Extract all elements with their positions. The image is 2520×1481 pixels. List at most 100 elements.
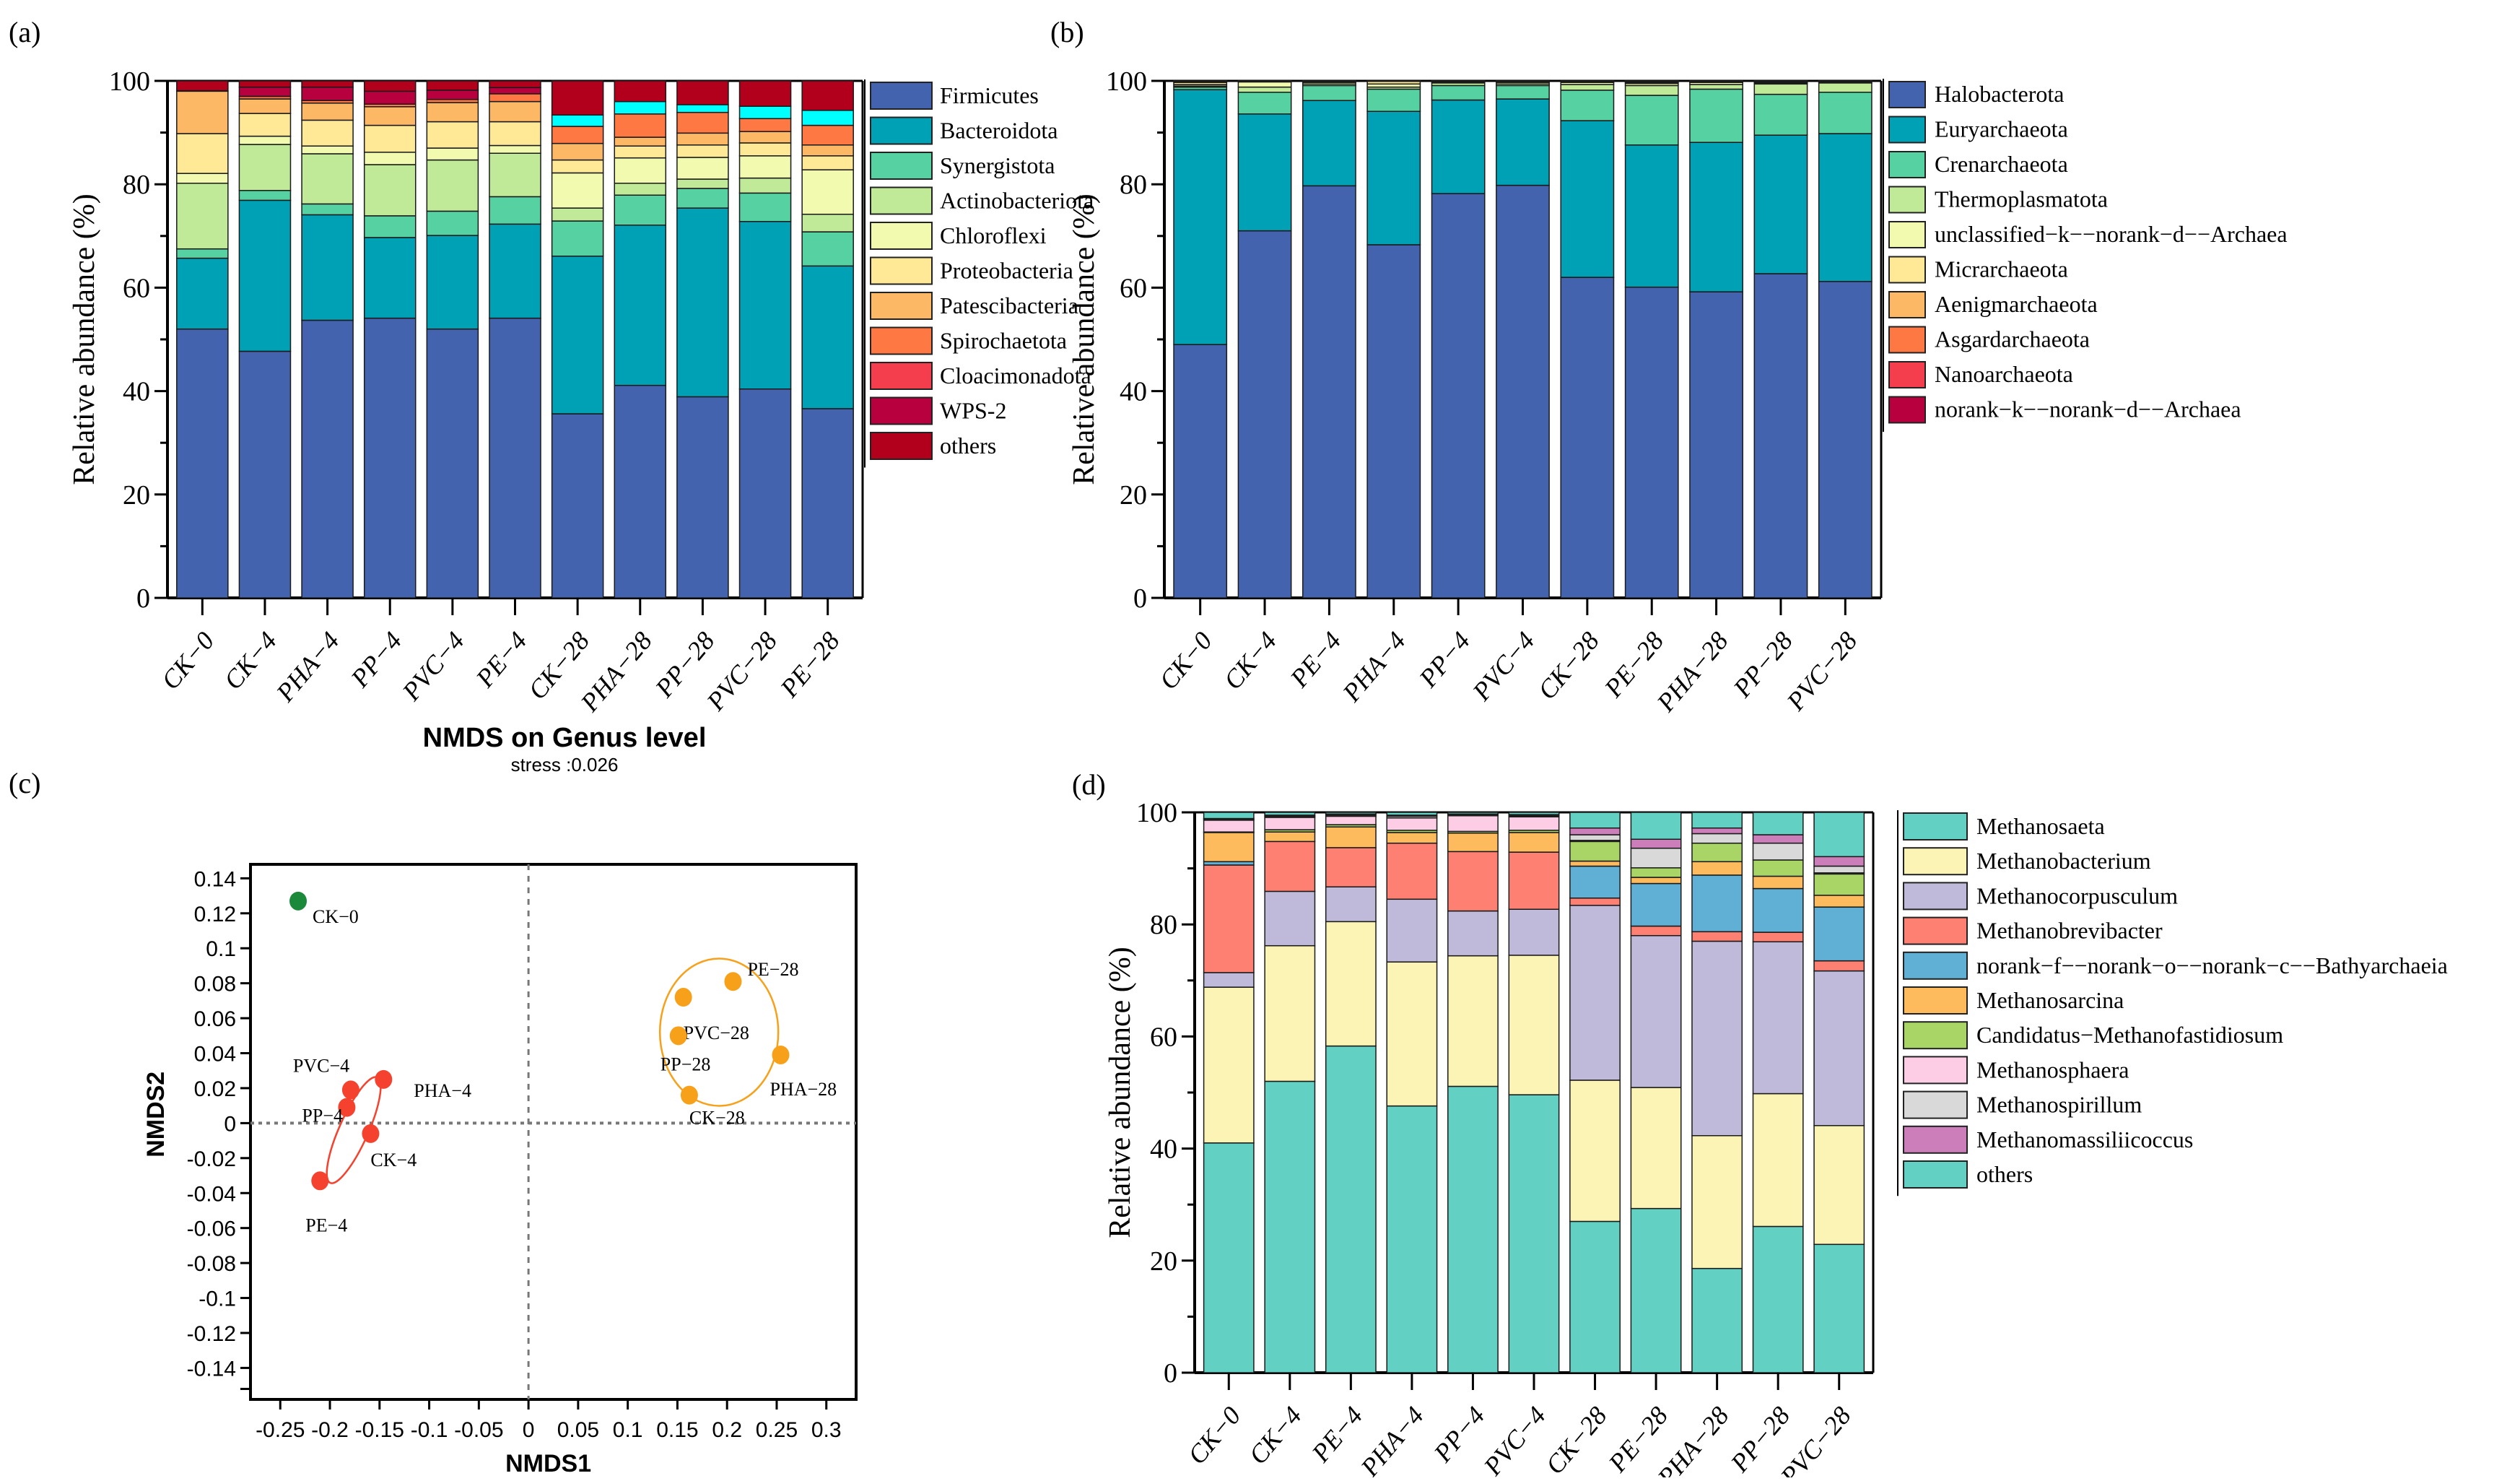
legend-label: Methanomassiliicoccus [1976, 1126, 2193, 1152]
legend-item-euryarchaeota: Euryarchaeota [1889, 116, 2068, 143]
bar-segment-halobacterota [1819, 282, 1872, 598]
x-tick-label: CK−28 [1540, 1401, 1612, 1477]
bar-segment-methanobrevibacter [1509, 852, 1558, 909]
bar-segment-bacteroidota [677, 208, 728, 396]
bar-segment-methanosaeta [1204, 1143, 1254, 1373]
legend-label: Proteobacteria [940, 258, 1073, 284]
bar-segment-methanomassiliicoccus [1631, 839, 1680, 848]
bar-segment-unlabeled-cyan [552, 115, 603, 126]
bar-segment-actinobacteriota [552, 208, 603, 221]
bar-segment-unclassified-k-norank-d-archaea [1238, 82, 1291, 87]
y-axis-title: Relative abundance (%) [1104, 947, 1137, 1238]
bar-segment-wps-2 [302, 87, 353, 101]
legend-swatch [871, 398, 932, 425]
x-tick-label: CK−0 [156, 626, 220, 695]
legend-swatch [1904, 1022, 1967, 1048]
point-ck-0: CK−0 [289, 892, 359, 927]
bar-pvc-4 [1509, 812, 1558, 1373]
legend-label: Methanosaeta [1976, 813, 2105, 839]
bar-segment-methanomassiliicoccus [1570, 828, 1620, 835]
y-tick-label: 60 [123, 273, 150, 303]
legend-label: Firmicutes [940, 82, 1039, 108]
legend-label: Methanosphaera [1976, 1056, 2129, 1082]
bar-segment-methanobacterium [1631, 1087, 1680, 1209]
y-tick-label: -0.06 [187, 1217, 236, 1241]
bar-segment-thermoplasmatota [1754, 84, 1807, 94]
bar-segment-others [489, 81, 541, 87]
bar-segment-methanobrevibacter [1753, 932, 1803, 942]
legend-swatch [871, 152, 932, 179]
bar-ck-0 [1174, 81, 1226, 598]
bar-segment-euryarchaeota [1367, 111, 1420, 245]
legend-item-synergistota: Synergistota [871, 152, 1055, 179]
bar-segment-proteobacteria [614, 146, 666, 157]
bar-segment-methanobacterium [1448, 956, 1498, 1087]
y-tick-label: 20 [123, 480, 150, 511]
legend-item-asgardarchaeota: Asgardarchaeota [1889, 326, 2090, 353]
bar-segment-proteobacteria [802, 156, 853, 170]
bar-segment-methanosaeta [1753, 1226, 1803, 1373]
bar-segment-synergistota [427, 211, 478, 235]
bar-segment-methanobacterium [1814, 1126, 1864, 1245]
bar-pp-28 [677, 81, 728, 598]
legend-swatch [871, 362, 932, 389]
bar-segment-others [427, 81, 478, 90]
bar-segment-spirochaetota [489, 94, 541, 102]
bar-segment-methanomassiliicoccus [1814, 856, 1864, 866]
bar-segment-bacteroidota [427, 235, 478, 329]
bar-segment-firmicutes [740, 389, 791, 598]
legend-swatch [1889, 327, 1925, 353]
bar-segment-euryarchaeota [1496, 99, 1549, 186]
legend-item-methanosarcina: Methanosarcina [1904, 987, 2124, 1014]
bar-ck-4 [1265, 812, 1315, 1373]
bar-segment-synergistota [239, 191, 290, 201]
legend-swatch [1904, 1056, 1967, 1083]
y-tick-label: -0.14 [187, 1357, 236, 1381]
bar-segment-thermoplasmatota [1626, 85, 1678, 95]
point-label: CK−4 [370, 1150, 417, 1171]
bar-segment-methanocorpusculum [1204, 973, 1254, 987]
legend-item-methanosaeta: Methanosaeta [1904, 813, 2105, 840]
y-tick-label: 40 [123, 377, 150, 407]
bar-segment-bacteroidota [239, 200, 290, 351]
legend-swatch [1904, 987, 1967, 1014]
bar-ck-28 [552, 81, 603, 598]
bar-segment-methanosarcina [1265, 832, 1315, 841]
point-pha-28: PHA−28 [769, 1046, 837, 1100]
bar-segment-spirochaetota [802, 126, 853, 145]
legend-label: Euryarchaeota [1935, 116, 2068, 142]
bar-segment-others [1387, 812, 1436, 815]
y-tick-label: 0 [1164, 1358, 1177, 1389]
y-tick-label: 0.04 [194, 1043, 236, 1067]
plot-frame [250, 864, 856, 1399]
point-label: PVC−28 [684, 1022, 749, 1043]
bar-pvc-28 [1814, 812, 1864, 1373]
bar-segment-methanobacterium [1753, 1094, 1803, 1227]
point-pe-4: PE−4 [305, 1171, 347, 1235]
bar-pp-28 [1753, 812, 1803, 1373]
point-label: PP−4 [302, 1106, 343, 1126]
legend-label: Synergistota [940, 152, 1055, 178]
bar-segment-crenarchaeota [1754, 95, 1807, 136]
bar-segment-actinobacteriota [427, 160, 478, 212]
bar-segment-patescibacteria [177, 91, 228, 134]
legend-swatch [871, 328, 932, 355]
bar-segment-synergistota [677, 188, 728, 208]
bar-segment-euryarchaeota [1754, 135, 1807, 274]
bar-segment-methanospirillum [1814, 866, 1864, 872]
bar-segment-wps-2 [239, 87, 290, 97]
bar-segment-candidatus-methanofastidiosum [1631, 868, 1680, 877]
bar-segment-methanosaeta [1692, 1269, 1742, 1373]
bar-segment-others [1570, 812, 1620, 828]
legend-item-spirochaetota: Spirochaetota [871, 328, 1067, 355]
bar-segment-methanomassiliicoccus [1692, 828, 1742, 834]
bar-pe-4 [1326, 812, 1376, 1373]
x-tick-label: PHA−4 [1336, 626, 1411, 707]
bar-segment-norank-f-norank-o-norank-c-bathyarchaeia [1631, 884, 1680, 926]
legend-swatch [1889, 82, 1925, 108]
legend-label: Chloroflexi [940, 222, 1047, 248]
bar-segment-chloroflexi [677, 157, 728, 179]
bar-segment-methanosarcina [1570, 861, 1620, 867]
